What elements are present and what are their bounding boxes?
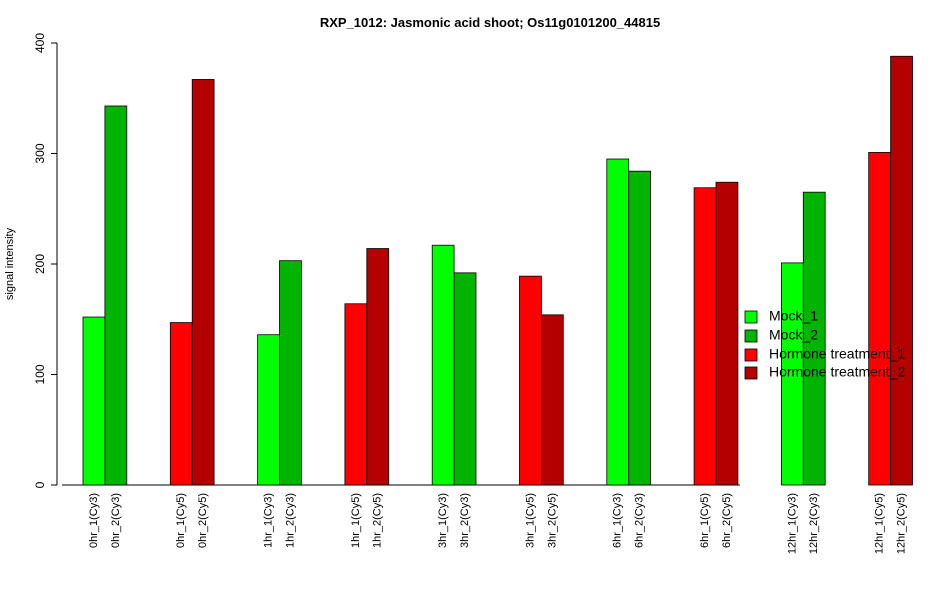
chart-title: RXP_1012: Jasmonic acid shoot; Os11g0101…: [320, 15, 660, 30]
bar-6hr-2-cy3: [628, 170, 652, 486]
x-category-label: 3hr_2(Cy5): [546, 493, 558, 548]
y-tick-label: 0: [33, 481, 47, 488]
legend-swatch: [744, 310, 758, 324]
bar-0hr-1-cy3: [82, 316, 106, 486]
bar-0hr-1-cy5: [169, 322, 193, 486]
legend-label: Mock_2: [769, 327, 818, 343]
category-labels: 0hr_1(Cy3) 0hr_2(Cy3) 0hr_1(Cy5) 0hr_2(Cy5)…: [88, 493, 908, 554]
bar-1hr-1-cy3: [257, 334, 280, 486]
legend: Mock_1 Mock_2 Hormone treatment_1 Hormone t…: [744, 308, 905, 380]
x-category-label: 0hr_1(Cy3): [88, 493, 100, 548]
x-category-label: 1hr_1(Cy3): [262, 493, 274, 548]
legend-label: Hormone treatment_2: [769, 364, 905, 380]
bar-3hr-1-cy3: [431, 244, 455, 486]
y-tick-label: 200: [33, 254, 47, 274]
bar-3hr-2-cy5: [541, 314, 564, 486]
x-category-label: 6hr_2(Cy3): [634, 493, 646, 548]
x-category-label: 12hr_1(Cy3): [786, 493, 798, 554]
bar-3hr-1-cy5: [519, 275, 542, 486]
x-category-label: 12hr_1(Cy5): [874, 493, 886, 554]
legend-swatch: [744, 366, 758, 380]
legend-swatch: [744, 348, 758, 362]
x-category-label: 0hr_2(Cy3): [110, 493, 122, 548]
bar-6hr-1-cy3: [606, 158, 630, 486]
bar-12hr-1-cy5: [868, 151, 892, 486]
x-category-label: 12hr_2(Cy3): [808, 493, 820, 554]
bar-1hr-2-cy5: [366, 248, 390, 486]
bar-0hr-2-cy3: [104, 105, 128, 486]
y-tick-label: 300: [33, 143, 47, 163]
bars: [82, 55, 913, 486]
y-tick-label: 400: [33, 33, 47, 53]
bar-6hr-1-cy5: [693, 187, 717, 486]
bar-12hr-2-cy5: [890, 55, 913, 486]
x-category-label: 3hr_2(Cy3): [459, 493, 471, 548]
bar-0hr-2-cy5: [191, 79, 215, 486]
legend-label: Hormone treatment_1: [769, 346, 905, 362]
x-category-label: 6hr_1(Cy3): [612, 493, 624, 548]
x-category-label: 1hr_1(Cy5): [350, 493, 362, 548]
bar-3hr-2-cy3: [453, 272, 477, 486]
y-tick-label: 100: [33, 364, 47, 384]
x-category-label: 12hr_2(Cy5): [895, 493, 907, 554]
x-category-label: 3hr_1(Cy5): [524, 493, 536, 548]
x-category-label: 1hr_2(Cy3): [284, 493, 296, 548]
bar-1hr-1-cy5: [344, 303, 368, 486]
x-category-label: 6hr_1(Cy5): [699, 493, 711, 548]
x-category-label: 0hr_2(Cy5): [197, 493, 209, 548]
bar-1hr-2-cy3: [279, 260, 302, 486]
x-category-label: 3hr_1(Cy3): [437, 493, 449, 548]
x-category-label: 1hr_2(Cy5): [372, 493, 384, 548]
x-category-label: 0hr_1(Cy5): [175, 493, 187, 548]
legend-label: Mock_1: [769, 308, 818, 324]
bar-6hr-2-cy5: [715, 181, 739, 486]
x-category-label: 6hr_2(Cy5): [721, 493, 733, 548]
bar-12hr-2-cy3: [802, 191, 826, 486]
y-axis-label: signal intensity: [4, 227, 16, 300]
legend-swatch: [744, 329, 758, 343]
y-axis: 0 100 200 300 400: [33, 33, 58, 488]
